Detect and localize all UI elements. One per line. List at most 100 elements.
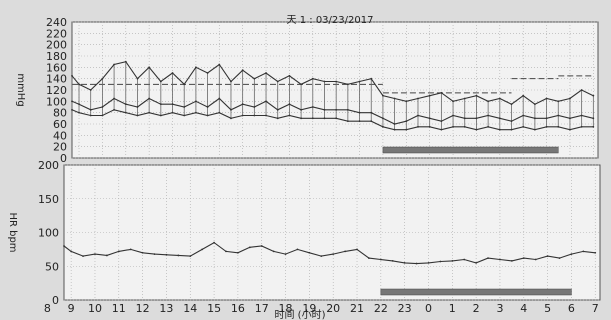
bp-data-point bbox=[171, 111, 174, 114]
bp-data-point bbox=[230, 108, 232, 111]
bp-data-point bbox=[346, 120, 349, 123]
bp-data-point bbox=[533, 103, 536, 106]
hr-data-point bbox=[129, 248, 132, 251]
x-tick-label: 10 bbox=[88, 302, 102, 315]
bp-data-point bbox=[148, 66, 151, 69]
bp-data-point bbox=[230, 80, 232, 83]
bp-data-point bbox=[159, 103, 162, 106]
bp-data-point bbox=[393, 128, 396, 131]
bp-data-point bbox=[323, 108, 326, 111]
bp-data-point bbox=[253, 77, 256, 80]
bp-data-point bbox=[569, 128, 571, 131]
bp-data-point bbox=[533, 128, 536, 131]
hr-y-tick-label: 50 bbox=[45, 260, 59, 273]
bp-data-point bbox=[475, 117, 478, 120]
bp-data-point bbox=[393, 97, 396, 100]
bp-data-point bbox=[393, 123, 396, 125]
bp-data-point bbox=[265, 72, 267, 74]
bp-data-point bbox=[545, 125, 548, 128]
bp-y-tick-label: 180 bbox=[46, 50, 67, 63]
x-tick-label: 14 bbox=[183, 302, 197, 315]
x-tick-label: 15 bbox=[207, 302, 221, 315]
bp-data-point bbox=[241, 103, 244, 106]
x-tick-label: 4 bbox=[520, 302, 527, 315]
bp-data-point bbox=[113, 63, 115, 66]
hr-data-point bbox=[260, 245, 263, 247]
bp-data-point bbox=[311, 106, 314, 108]
hr-data-point bbox=[320, 255, 323, 258]
bp-y-tick-label: 200 bbox=[46, 39, 67, 52]
hr-data-point bbox=[522, 257, 525, 260]
hr-data-point bbox=[272, 250, 275, 253]
hr-data-point bbox=[451, 259, 454, 262]
x-tick-label: 16 bbox=[231, 302, 245, 315]
bp-data-point bbox=[148, 97, 151, 100]
hr-data-point bbox=[284, 253, 287, 256]
bp-data-point bbox=[358, 120, 361, 123]
bp-sleep-band bbox=[382, 146, 559, 154]
bp-data-point bbox=[428, 94, 431, 97]
hr-y-tick-label: 100 bbox=[38, 227, 59, 240]
hr-data-point bbox=[153, 253, 156, 256]
bp-data-point bbox=[89, 114, 92, 117]
bp-y-tick-label: 140 bbox=[46, 73, 67, 86]
x-tick-label: 11 bbox=[112, 302, 126, 315]
bp-data-point bbox=[440, 120, 443, 123]
x-tick-label: 7 bbox=[592, 302, 599, 315]
bp-data-point bbox=[195, 100, 197, 103]
bp-data-point bbox=[124, 60, 127, 63]
bp-data-point bbox=[78, 111, 80, 114]
hr-data-point bbox=[237, 251, 239, 254]
bp-data-point bbox=[311, 77, 314, 80]
hr-y-tick-label: 200 bbox=[38, 159, 59, 172]
bp-data-point bbox=[300, 117, 303, 120]
bp-data-point bbox=[206, 114, 209, 117]
bp-y-tick-label: 160 bbox=[46, 61, 67, 74]
x-tick-label: 6 bbox=[568, 302, 575, 315]
bp-y-tick-label: 100 bbox=[46, 95, 67, 108]
bp-data-point bbox=[288, 114, 291, 117]
hr-data-point bbox=[248, 246, 251, 249]
bp-data-point bbox=[335, 80, 338, 83]
bp-data-point bbox=[101, 114, 104, 117]
bp-data-point bbox=[288, 74, 291, 77]
bp-data-point bbox=[405, 120, 408, 123]
bp-data-point bbox=[183, 83, 186, 86]
bp-data-point bbox=[487, 100, 490, 103]
bp-data-point bbox=[89, 108, 92, 111]
bp-data-point bbox=[405, 128, 408, 131]
hr-data-point bbox=[558, 257, 561, 260]
hr-data-point bbox=[463, 258, 466, 261]
bp-data-point bbox=[522, 125, 525, 128]
bp-data-point bbox=[71, 100, 73, 103]
bp-data-point bbox=[510, 128, 513, 131]
x-tick-label: 2 bbox=[473, 302, 480, 315]
bp-data-point bbox=[463, 117, 466, 120]
x-tick-label: 22 bbox=[374, 302, 388, 315]
bp-data-point bbox=[335, 117, 338, 120]
hr-data-point bbox=[308, 251, 311, 254]
x-tick-label: 19 bbox=[302, 302, 316, 315]
bp-data-point bbox=[346, 83, 349, 86]
bp-data-point bbox=[487, 125, 490, 128]
hr-data-point bbox=[296, 248, 299, 251]
x-tick-label: 20 bbox=[326, 302, 340, 315]
bp-data-point bbox=[171, 72, 174, 74]
bp-y-axis-label: mmHg bbox=[15, 73, 26, 106]
bp-data-point bbox=[522, 114, 525, 117]
hr-data-point bbox=[368, 257, 370, 260]
hr-data-point bbox=[415, 262, 418, 265]
x-tick-label: 5 bbox=[544, 302, 551, 315]
bp-data-point bbox=[253, 106, 256, 108]
bp-y-tick-label: 240 bbox=[46, 16, 67, 29]
x-tick-label: 1 bbox=[449, 302, 456, 315]
bp-data-point bbox=[276, 80, 279, 83]
bp-data-point bbox=[498, 97, 501, 100]
bp-y-tick-label: 60 bbox=[53, 118, 67, 131]
bp-data-point bbox=[522, 94, 525, 97]
bp-data-point bbox=[241, 114, 244, 117]
bp-data-point bbox=[276, 108, 279, 111]
bp-y-tick-label: 20 bbox=[53, 141, 67, 154]
bp-series-line-0 bbox=[71, 61, 594, 105]
